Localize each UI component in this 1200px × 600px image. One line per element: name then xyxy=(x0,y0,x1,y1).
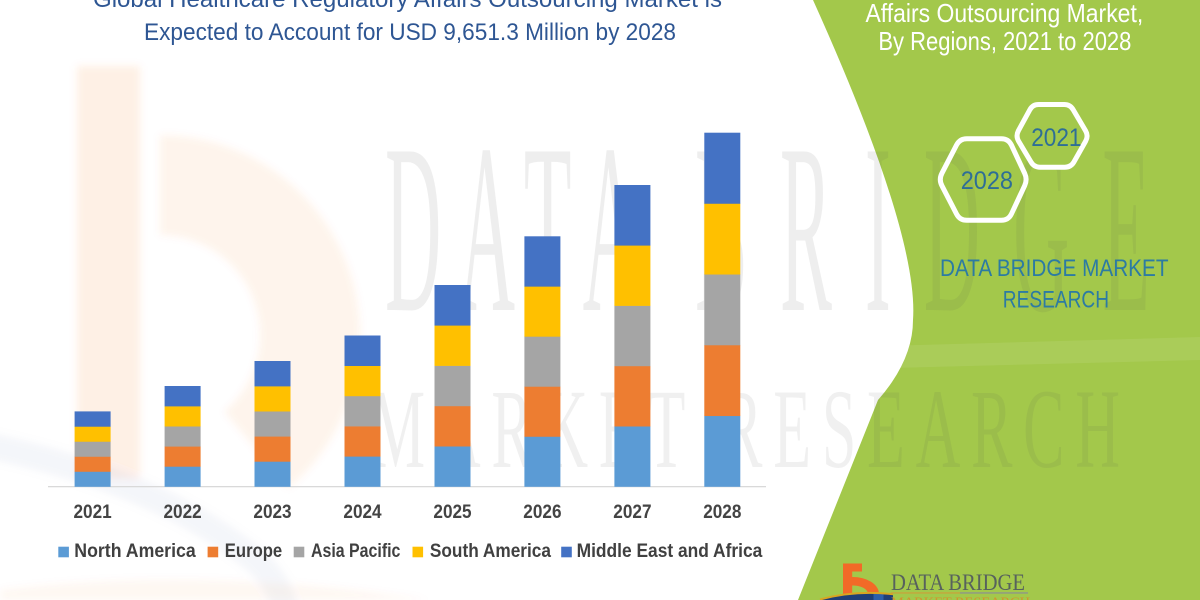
svg-text:2028: 2028 xyxy=(961,167,1013,195)
svg-text:2021: 2021 xyxy=(74,502,113,523)
svg-text:South America: South America xyxy=(430,541,551,562)
svg-text:2025: 2025 xyxy=(433,502,472,523)
svg-text:Asia Pacific: Asia Pacific xyxy=(311,541,401,562)
svg-text:Expected to Account for USD 9,: Expected to Account for USD 9,651.3 Mill… xyxy=(144,19,676,46)
svg-text:2022: 2022 xyxy=(164,502,202,523)
svg-text:Affairs Outsourcing Market,: Affairs Outsourcing Market, xyxy=(866,0,1144,28)
svg-text:2028: 2028 xyxy=(703,502,741,523)
svg-text:2024: 2024 xyxy=(343,502,382,523)
svg-text:2023: 2023 xyxy=(253,502,291,523)
svg-text:DATA BRIDGE: DATA BRIDGE xyxy=(891,570,1025,596)
svg-text:Europe: Europe xyxy=(225,541,282,562)
svg-text:2021: 2021 xyxy=(1031,124,1081,152)
svg-text:Middle East and Africa: Middle East and Africa xyxy=(577,541,763,562)
svg-text:RESEARCH: RESEARCH xyxy=(1003,287,1109,314)
svg-text:Global Healthcare Regulatory A: Global Healthcare Regulatory Affairs Out… xyxy=(93,0,722,13)
svg-text:By Regions, 2021 to 2028: By Regions, 2021 to 2028 xyxy=(878,26,1131,56)
svg-text:North America: North America xyxy=(74,541,196,562)
svg-text:DATA BRIDGE MARKET: DATA BRIDGE MARKET xyxy=(940,255,1169,282)
svg-text:2027: 2027 xyxy=(613,502,651,523)
svg-text:2026: 2026 xyxy=(523,502,561,523)
svg-text:MARKET RESEARCH: MARKET RESEARCH xyxy=(891,595,1030,600)
